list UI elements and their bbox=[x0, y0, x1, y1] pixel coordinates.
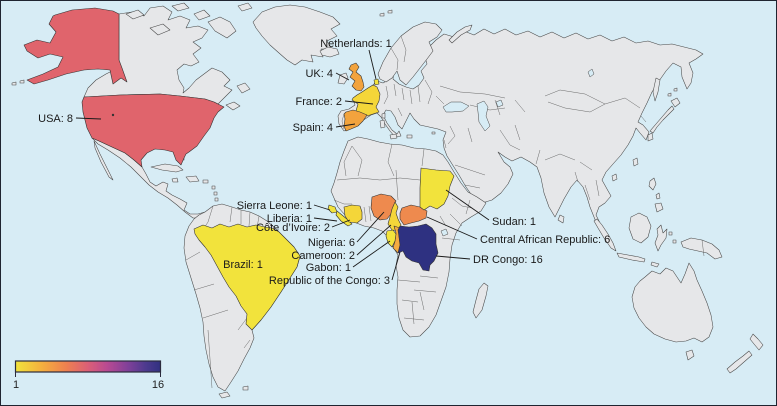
leader-cote-divoire bbox=[331, 219, 351, 228]
label-nigeria: Nigeria: 6 bbox=[308, 237, 355, 249]
landmass-mexico-central-america bbox=[91, 137, 212, 221]
label-gabon: Gabon: 1 bbox=[306, 262, 351, 274]
landmass-svalbard-novaya-zemlya bbox=[379, 9, 473, 44]
country-central-african-republic bbox=[399, 204, 428, 226]
colorbar-max-label: 16 bbox=[152, 379, 164, 391]
black-sea bbox=[442, 101, 470, 113]
leader-netherlands bbox=[368, 49, 377, 80]
label-spain: Spain: 4 bbox=[293, 122, 333, 134]
landmass-nova-scotia bbox=[225, 82, 251, 111]
leader-usa bbox=[75, 117, 102, 120]
lakes-layer bbox=[165, 68, 595, 237]
country-france bbox=[351, 84, 381, 117]
colorbar: 1 16 bbox=[13, 360, 164, 391]
label-sierra-leone: Sierra Leone: 1 bbox=[237, 200, 312, 212]
label-cote-divoire: Côte d’Ivoire: 2 bbox=[256, 222, 330, 234]
country-cote-divoire bbox=[343, 204, 363, 224]
landmass-philippines bbox=[648, 177, 664, 213]
usa-marker-dot bbox=[111, 113, 115, 117]
country-gabon bbox=[385, 229, 397, 248]
leader-car bbox=[426, 216, 478, 240]
caspian-sea bbox=[476, 100, 491, 132]
label-france: France: 2 bbox=[296, 96, 342, 108]
leader-nigeria bbox=[356, 211, 385, 243]
country-uk bbox=[348, 62, 365, 92]
country-labels: USA: 8 Netherlands: 1 UK: 4 France: 2 Sp… bbox=[38, 38, 610, 287]
colorbar-gradient bbox=[14, 360, 162, 373]
label-drc: DR Congo: 16 bbox=[473, 254, 543, 266]
country-brazil bbox=[193, 223, 301, 331]
landmass-tasmania bbox=[685, 349, 695, 361]
label-brazil: Brazil: 1 bbox=[223, 259, 263, 271]
colorbar-min-label: 1 bbox=[13, 379, 19, 391]
label-cameroon: Cameroon: 2 bbox=[291, 250, 355, 262]
country-usa bbox=[81, 93, 225, 168]
leader-lines bbox=[75, 49, 490, 281]
label-uk: UK: 4 bbox=[305, 68, 333, 80]
landmass-caribbean bbox=[150, 156, 219, 202]
aral-sea bbox=[495, 99, 504, 108]
data-countries-layer bbox=[23, 7, 455, 331]
landmass-new-guinea bbox=[680, 237, 723, 260]
landmass-arctic-islands bbox=[125, 2, 253, 39]
landmass-new-zealand bbox=[726, 333, 764, 374]
label-car: Central African Republic: 6 bbox=[480, 234, 610, 246]
leader-spain bbox=[335, 123, 356, 128]
leader-drc bbox=[435, 255, 471, 260]
leader-sudan bbox=[445, 189, 490, 221]
label-netherlands: Netherlands: 1 bbox=[320, 38, 392, 50]
country-netherlands bbox=[373, 78, 380, 86]
label-congo: Republic of the Congo: 3 bbox=[269, 275, 390, 287]
country-dr-congo bbox=[397, 223, 439, 272]
leader-uk bbox=[335, 72, 350, 81]
leader-gabon bbox=[352, 240, 391, 268]
border-layer bbox=[185, 35, 705, 389]
landmass-indonesia bbox=[593, 212, 677, 268]
landmass-med-islands bbox=[379, 112, 436, 140]
leader-france bbox=[344, 100, 374, 105]
country-spain bbox=[343, 109, 368, 132]
country-liberia bbox=[335, 210, 353, 227]
landmass-madagascar bbox=[472, 282, 489, 319]
landmass-scandinavia bbox=[377, 21, 443, 86]
leader-sierra-leone bbox=[313, 204, 331, 211]
leader-congo bbox=[391, 251, 401, 281]
label-liberia: Liberia: 1 bbox=[267, 213, 312, 225]
label-usa: USA: 8 bbox=[38, 113, 73, 125]
landmass-iceland bbox=[319, 46, 340, 58]
lake-victoria bbox=[440, 228, 449, 237]
landmass-australia bbox=[631, 262, 714, 343]
country-sierra-leone bbox=[327, 204, 338, 214]
leader-liberia bbox=[313, 217, 338, 222]
label-sudan: Sudan: 1 bbox=[492, 216, 536, 228]
country-usa-alaska bbox=[23, 7, 128, 85]
landmass-taiwan-hainan bbox=[557, 157, 639, 224]
lake-baikal bbox=[587, 68, 595, 78]
landmass-japan bbox=[647, 77, 681, 142]
leader-cameroon bbox=[356, 224, 392, 256]
country-sudan bbox=[419, 167, 455, 211]
